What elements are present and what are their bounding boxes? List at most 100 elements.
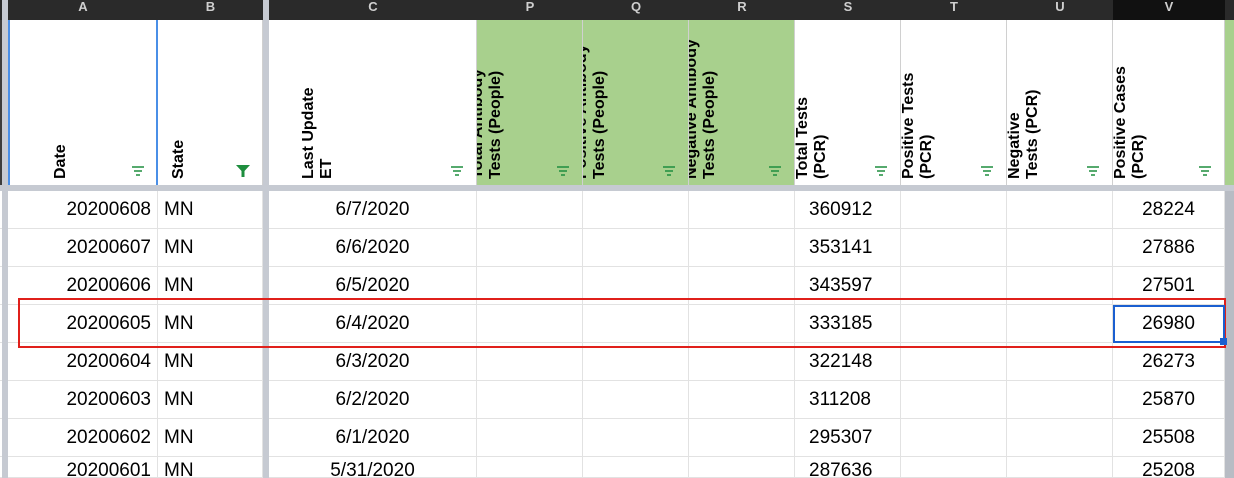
- cell-empty[interactable]: [689, 419, 795, 456]
- cell-empty[interactable]: [901, 191, 1007, 228]
- filter-active-icon[interactable]: [236, 165, 250, 177]
- filter-icon[interactable]: [980, 165, 994, 177]
- cell-empty[interactable]: [583, 229, 689, 266]
- header-cell-positive-tests-pcr[interactable]: Positive Tests (PCR): [901, 20, 1007, 185]
- cell-total-tests[interactable]: 353141: [795, 229, 901, 266]
- cell-total-tests[interactable]: 311208: [795, 381, 901, 418]
- column-letter-B[interactable]: B: [205, 0, 216, 14]
- cell-empty[interactable]: [477, 343, 583, 380]
- table-row[interactable]: 20200602 MN 6/1/2020 295307 25508: [0, 419, 1234, 457]
- cell-total-tests[interactable]: 295307: [795, 419, 901, 456]
- filter-icon[interactable]: [768, 165, 782, 177]
- cell-date[interactable]: 20200605: [8, 305, 158, 342]
- cell-last-update[interactable]: 6/5/2020: [269, 267, 477, 304]
- cell-last-update[interactable]: 5/31/2020: [269, 457, 477, 478]
- header-cell-total-tests-pcr[interactable]: Total Tests (PCR): [795, 20, 901, 185]
- cell-empty[interactable]: [901, 457, 1007, 478]
- cell-empty[interactable]: [583, 381, 689, 418]
- cell-date[interactable]: 20200604: [8, 343, 158, 380]
- header-cell-state[interactable]: State: [158, 20, 263, 185]
- cell-date[interactable]: 20200606: [8, 267, 158, 304]
- cell-state[interactable]: MN: [158, 457, 263, 478]
- column-letter-E[interactable]: Q: [630, 0, 642, 14]
- cell-empty[interactable]: [689, 229, 795, 266]
- frozen-column-divider[interactable]: [263, 0, 269, 478]
- cell-last-update[interactable]: 6/1/2020: [269, 419, 477, 456]
- filter-icon[interactable]: [556, 165, 570, 177]
- cell-empty[interactable]: [689, 381, 795, 418]
- cell-empty[interactable]: [1007, 267, 1113, 304]
- cell-empty[interactable]: [477, 267, 583, 304]
- header-cell-last-update[interactable]: Last Update ET: [269, 20, 477, 185]
- header-cell-positive-cases-pcr[interactable]: Positive Cases (PCR): [1113, 20, 1225, 185]
- table-row[interactable]: 20200607 MN 6/6/2020 353141 27886: [0, 229, 1234, 267]
- header-cell-negative-antibody[interactable]: Negative Antibody Tests (People): [689, 20, 795, 185]
- cell-empty[interactable]: [1007, 191, 1113, 228]
- cell-last-update[interactable]: 6/2/2020: [269, 381, 477, 418]
- column-letter-I[interactable]: U: [1055, 0, 1065, 14]
- cell-date[interactable]: 20200601: [8, 457, 158, 478]
- cell-date[interactable]: 20200603: [8, 381, 158, 418]
- cell-total-tests[interactable]: 343597: [795, 267, 901, 304]
- cell-date[interactable]: 20200608: [8, 191, 158, 228]
- cell-empty[interactable]: [901, 229, 1007, 266]
- cell-empty[interactable]: [477, 457, 583, 478]
- cell-state[interactable]: MN: [158, 267, 263, 304]
- cell-positive-cases[interactable]: 27886: [1113, 229, 1225, 266]
- filter-icon[interactable]: [1198, 165, 1212, 177]
- cell-positive-cases[interactable]: 28224: [1113, 191, 1225, 228]
- table-row-partial[interactable]: 20200601 MN 5/31/2020 287636 25208: [0, 457, 1234, 478]
- cell-last-update[interactable]: 6/7/2020: [269, 191, 477, 228]
- cell-empty[interactable]: [583, 457, 689, 478]
- filter-icon[interactable]: [874, 165, 888, 177]
- cell-last-update[interactable]: 6/4/2020: [269, 305, 477, 342]
- filter-icon[interactable]: [662, 165, 676, 177]
- cell-empty[interactable]: [1007, 229, 1113, 266]
- table-row[interactable]: 20200604 MN 6/3/2020 322148 26273: [0, 343, 1234, 381]
- column-letter-F[interactable]: R: [737, 0, 747, 14]
- cell-empty[interactable]: [583, 191, 689, 228]
- cell-empty[interactable]: [477, 229, 583, 266]
- cell-empty[interactable]: [689, 267, 795, 304]
- cell-empty[interactable]: [1007, 457, 1113, 478]
- cell-empty[interactable]: [1007, 305, 1113, 342]
- cell-empty[interactable]: [901, 267, 1007, 304]
- cell-state[interactable]: MN: [158, 381, 263, 418]
- fill-handle[interactable]: [1220, 338, 1227, 345]
- cell-empty[interactable]: [901, 419, 1007, 456]
- header-cell-total-antibody[interactable]: Total Antibody Tests (People): [477, 20, 583, 185]
- cell-empty[interactable]: [583, 267, 689, 304]
- cell-positive-cases[interactable]: 25870: [1113, 381, 1225, 418]
- cell-empty[interactable]: [583, 419, 689, 456]
- cell-state[interactable]: MN: [158, 229, 263, 266]
- cell-empty[interactable]: [901, 305, 1007, 342]
- cell-date[interactable]: 20200607: [8, 229, 158, 266]
- filter-icon[interactable]: [450, 165, 464, 177]
- column-letter-J[interactable]: V: [1113, 0, 1225, 20]
- column-letter-G[interactable]: S: [843, 0, 853, 14]
- cell-state[interactable]: MN: [158, 305, 263, 342]
- header-cell-negative-tests-pcr[interactable]: Negative Tests (PCR): [1007, 20, 1113, 185]
- table-row[interactable]: 20200606 MN 6/5/2020 343597 27501: [0, 267, 1234, 305]
- cell-empty[interactable]: [689, 343, 795, 380]
- cell-state[interactable]: MN: [158, 419, 263, 456]
- cell-state[interactable]: MN: [158, 191, 263, 228]
- column-letter-C[interactable]: C: [368, 0, 378, 14]
- cell-state[interactable]: MN: [158, 343, 263, 380]
- header-cell-positive-antibody[interactable]: Positive Antibody Tests (People): [583, 20, 689, 185]
- frozen-row-divider[interactable]: [0, 185, 1234, 191]
- column-letter-H[interactable]: T: [950, 0, 958, 14]
- cell-last-update[interactable]: 6/3/2020: [269, 343, 477, 380]
- cell-empty[interactable]: [901, 343, 1007, 380]
- cell-total-tests[interactable]: 287636: [795, 457, 901, 478]
- header-cell-date[interactable]: Date: [8, 20, 158, 185]
- cell-positive-cases-selected[interactable]: 26980: [1113, 305, 1225, 342]
- cell-empty[interactable]: [583, 343, 689, 380]
- cell-empty[interactable]: [583, 305, 689, 342]
- cell-empty[interactable]: [1007, 419, 1113, 456]
- cell-empty[interactable]: [689, 457, 795, 478]
- cell-empty[interactable]: [689, 191, 795, 228]
- filter-icon[interactable]: [1086, 165, 1100, 177]
- cell-empty[interactable]: [901, 381, 1007, 418]
- column-letter-D[interactable]: P: [525, 0, 535, 14]
